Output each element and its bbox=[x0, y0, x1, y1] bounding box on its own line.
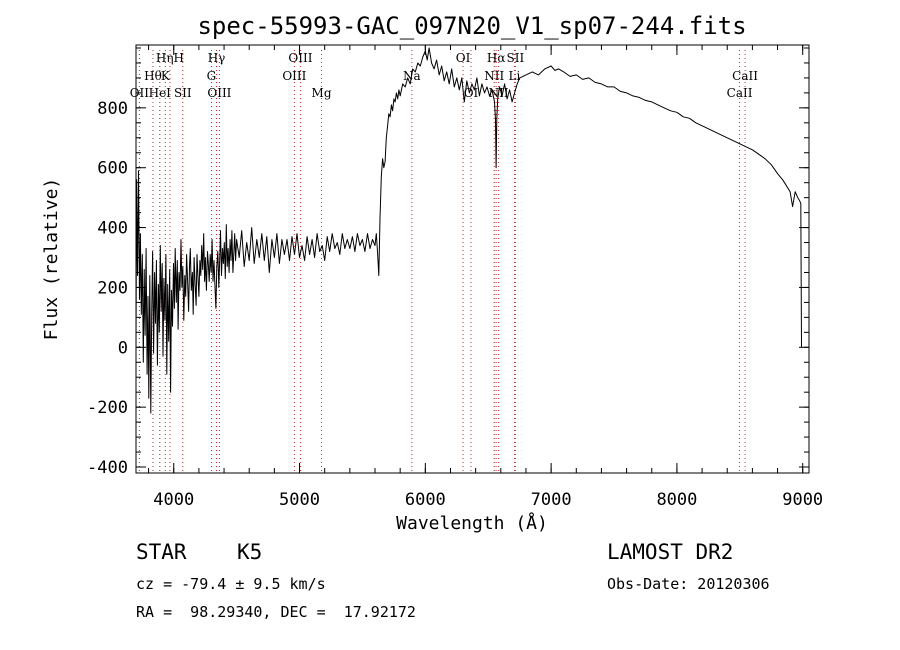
y-tick-label-600: 600 bbox=[97, 159, 128, 179]
line-label-10: OIII bbox=[288, 51, 312, 65]
series-0-line bbox=[135, 47, 802, 414]
coordinates: RA = 98.29340, DEC = 17.92172 bbox=[136, 603, 416, 621]
line-label-3: K bbox=[161, 69, 171, 83]
y-tick-label--400: -400 bbox=[87, 458, 128, 478]
spectral-line-markers: OIIHθHeIKHηHSIIGHγOIIIOIIIOIIIMgNaOIOINI… bbox=[130, 50, 758, 473]
line-label-4: HηH bbox=[156, 51, 184, 65]
line-label-5: SII bbox=[174, 86, 192, 100]
line-label-15: NII bbox=[484, 69, 504, 83]
y-tick-label-800: 800 bbox=[97, 99, 128, 119]
y-tick-label--200: -200 bbox=[87, 398, 128, 418]
x-tick-label-7000: 7000 bbox=[531, 490, 572, 510]
y-tick-label-400: 400 bbox=[97, 219, 128, 239]
chart-title: spec-55993-GAC_097N20_V1_sp07-244.fits bbox=[197, 12, 746, 40]
x-tick-label-5000: 5000 bbox=[279, 490, 320, 510]
line-label-11: Mg bbox=[312, 86, 332, 100]
x-tick-label-4000: 4000 bbox=[153, 490, 194, 510]
line-label-16: Hα bbox=[487, 51, 506, 65]
y-tick-label-200: 200 bbox=[97, 278, 128, 298]
y-tick-label-0: 0 bbox=[118, 338, 128, 358]
y-axis-label: Flux (relative) bbox=[41, 178, 62, 341]
line-label-21: CaII bbox=[732, 69, 758, 83]
x-tick-label-8000: 8000 bbox=[656, 490, 697, 510]
x-tick-label-6000: 6000 bbox=[405, 490, 446, 510]
x-tick-label-9000: 9000 bbox=[782, 490, 823, 510]
line-label-19: SII bbox=[507, 51, 525, 65]
line-label-9: OIII bbox=[282, 69, 306, 83]
line-label-1: Hθ bbox=[144, 69, 162, 83]
object-subclass: K5 bbox=[237, 540, 263, 564]
line-label-20: CaII bbox=[727, 86, 753, 100]
line-label-7: Hγ bbox=[208, 51, 226, 65]
redshift-cz: cz = -79.4 ± 9.5 km/s bbox=[136, 575, 326, 593]
object-class: STAR bbox=[136, 540, 187, 564]
line-label-13: OI bbox=[456, 51, 471, 65]
line-label-8: OIII bbox=[207, 86, 231, 100]
line-label-2: HeI bbox=[149, 86, 172, 100]
x-axis: 4000 5000 6000 7000 8000 9000 bbox=[148, 45, 823, 510]
survey-name: LAMOST DR2 bbox=[607, 540, 734, 564]
x-axis-label: Wavelength (Å) bbox=[396, 512, 548, 534]
line-label-6: G bbox=[207, 69, 217, 83]
y-axis: -400 -200 0 200 400 600 800 bbox=[87, 47, 809, 478]
data-series bbox=[135, 47, 802, 414]
observation-date: Obs-Date: 20120306 bbox=[607, 575, 770, 593]
plot-frame bbox=[135, 44, 810, 474]
line-label-18: Li bbox=[508, 69, 520, 83]
